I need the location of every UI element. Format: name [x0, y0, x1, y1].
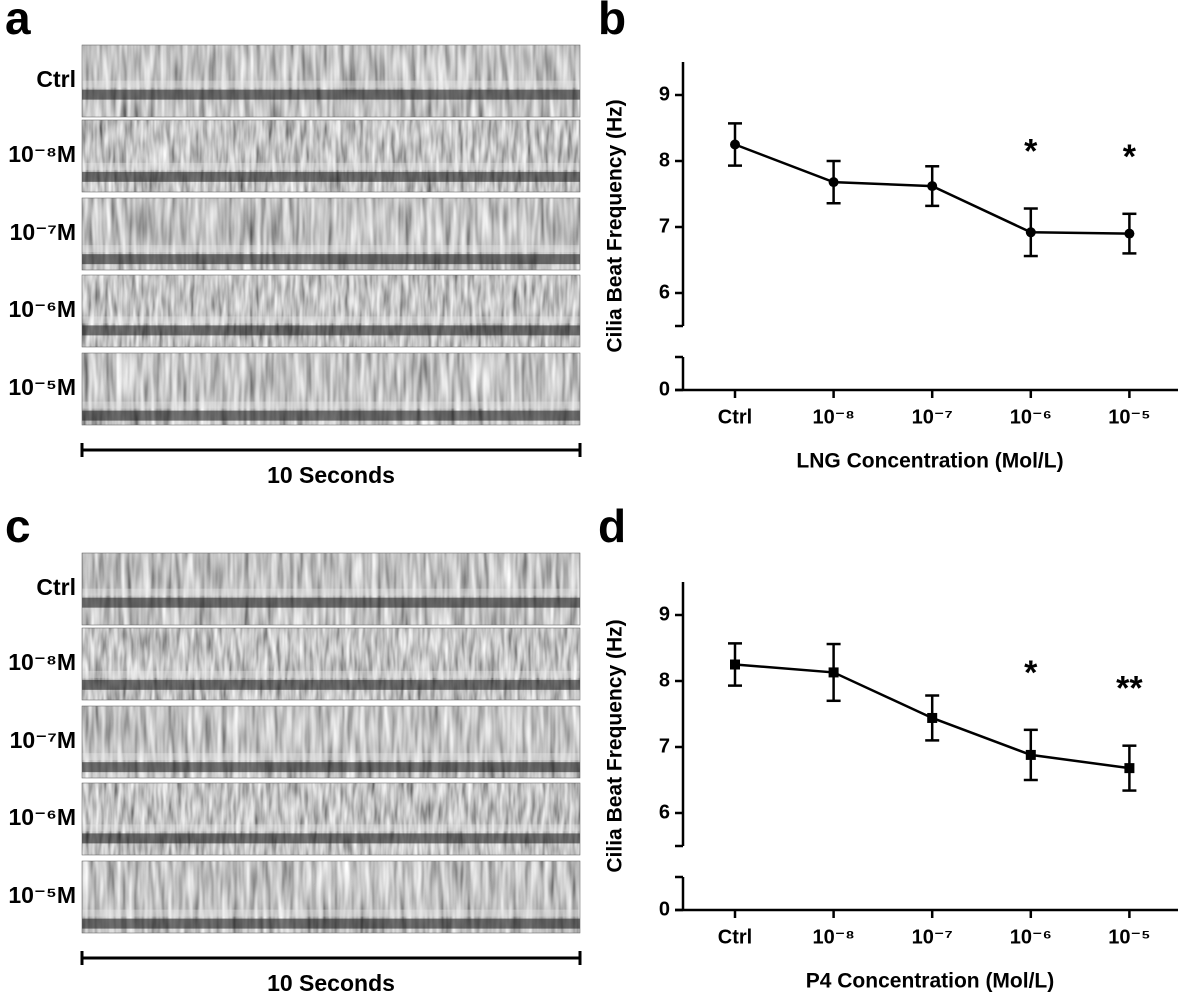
kymograph-light-band	[82, 80, 580, 88]
kymograph-image	[82, 783, 580, 855]
kymograph-dark-band	[82, 833, 580, 844]
y-tick-label: 9	[659, 83, 670, 105]
x-tick-label: 10⁻⁵	[1108, 406, 1150, 428]
x-tick-label: Ctrl	[718, 406, 752, 428]
x-axis-title: LNG Concentration (Mol/L)	[796, 450, 1063, 473]
kymograph-light-band	[82, 401, 580, 409]
significance-label: **	[1116, 670, 1143, 708]
data-point	[927, 181, 938, 192]
data-point	[1025, 227, 1036, 238]
y-tick-label: 9	[659, 603, 670, 625]
data-point	[730, 659, 740, 670]
kymograph-image	[82, 553, 580, 625]
kymograph-light-band	[82, 670, 580, 678]
kymograph-dark-band	[82, 597, 580, 608]
kymograph-frame	[81, 274, 581, 348]
row-label: 10⁻⁷M	[10, 727, 76, 753]
row-label: Ctrl	[36, 66, 76, 92]
row-label: 10⁻⁸M	[8, 141, 76, 167]
kymograph-dark-band	[82, 89, 580, 100]
significance-label: *	[1024, 654, 1038, 692]
kymograph-dark-band	[82, 762, 580, 773]
x-axis-title: P4 Concentration (Mol/L)	[806, 970, 1055, 993]
kymograph-frame	[81, 119, 581, 193]
data-point	[1025, 749, 1036, 760]
row-label: 10⁻⁵M	[8, 882, 76, 908]
kymograph-frame	[81, 705, 581, 779]
kymograph-frame	[81, 782, 581, 856]
x-tick-label: 10⁻⁶	[1010, 406, 1052, 428]
kymograph-frame	[81, 197, 581, 271]
data-point	[1124, 228, 1135, 239]
significance-label: *	[1123, 138, 1137, 176]
y-tick-label: 7	[659, 215, 670, 237]
kymograph-image	[82, 275, 580, 347]
kymograph-light-band	[82, 909, 580, 917]
row-label: 10⁻⁶M	[9, 804, 76, 830]
x-tick-label: 10⁻⁸	[812, 406, 854, 428]
row-label: 10⁻⁶M	[9, 296, 76, 322]
kymograph-dark-band	[82, 254, 580, 265]
kymograph-frame	[81, 552, 581, 626]
panel-label: d	[598, 500, 626, 552]
scale-label: 10 Seconds	[267, 970, 395, 996]
y-axis-title: Cilia Beat Frequency (Hz)	[604, 619, 627, 872]
data-point	[828, 667, 839, 678]
panel-label: c	[5, 500, 31, 552]
y-axis-title: Cilia Beat Frequency (Hz)	[604, 99, 627, 352]
row-label: 10⁻⁷M	[10, 219, 76, 245]
kymograph-frame	[81, 627, 581, 701]
row-label: 10⁻⁸M	[8, 649, 76, 675]
kymograph-dark-band	[82, 325, 580, 336]
scale-label: 10 Seconds	[267, 462, 395, 488]
y-tick-label: 6	[659, 801, 670, 823]
row-label: Ctrl	[36, 574, 76, 600]
kymograph-dark-band	[82, 679, 580, 690]
y-tick-label: 8	[659, 149, 670, 171]
data-point	[927, 712, 938, 723]
y-tick-label: 8	[659, 669, 670, 691]
panel-label: b	[598, 0, 626, 44]
kymograph-light-band	[82, 824, 580, 832]
data-point	[1124, 763, 1135, 774]
kymograph-image	[82, 45, 580, 117]
y-tick-label: 0	[659, 898, 670, 920]
kymograph-light-band	[82, 162, 580, 170]
kymograph-light-band	[82, 245, 580, 253]
panel-label: a	[5, 0, 31, 44]
x-tick-label: 10⁻⁷	[912, 406, 953, 428]
kymograph-dark-band	[82, 918, 580, 929]
kymograph-dark-band	[82, 410, 580, 421]
significance-label: *	[1024, 133, 1038, 171]
kymograph-frame	[81, 860, 581, 934]
x-tick-label: 10⁻⁵	[1108, 926, 1150, 948]
x-tick-label: 10⁻⁶	[1010, 926, 1052, 948]
kymograph-frame	[81, 44, 581, 118]
kymograph-light-band	[82, 588, 580, 596]
x-tick-label: 10⁻⁸	[812, 926, 854, 948]
data-point	[730, 139, 740, 150]
x-tick-label: Ctrl	[718, 926, 752, 948]
y-tick-label: 7	[659, 735, 670, 757]
kymograph-light-band	[82, 316, 580, 324]
kymograph-light-band	[82, 753, 580, 761]
x-tick-label: 10⁻⁷	[912, 926, 953, 948]
row-label: 10⁻⁵M	[8, 374, 76, 400]
kymograph-frame	[81, 352, 581, 426]
y-tick-label: 0	[659, 378, 670, 400]
data-point	[828, 177, 839, 188]
kymograph-dark-band	[82, 171, 580, 182]
y-tick-label: 6	[659, 281, 670, 303]
